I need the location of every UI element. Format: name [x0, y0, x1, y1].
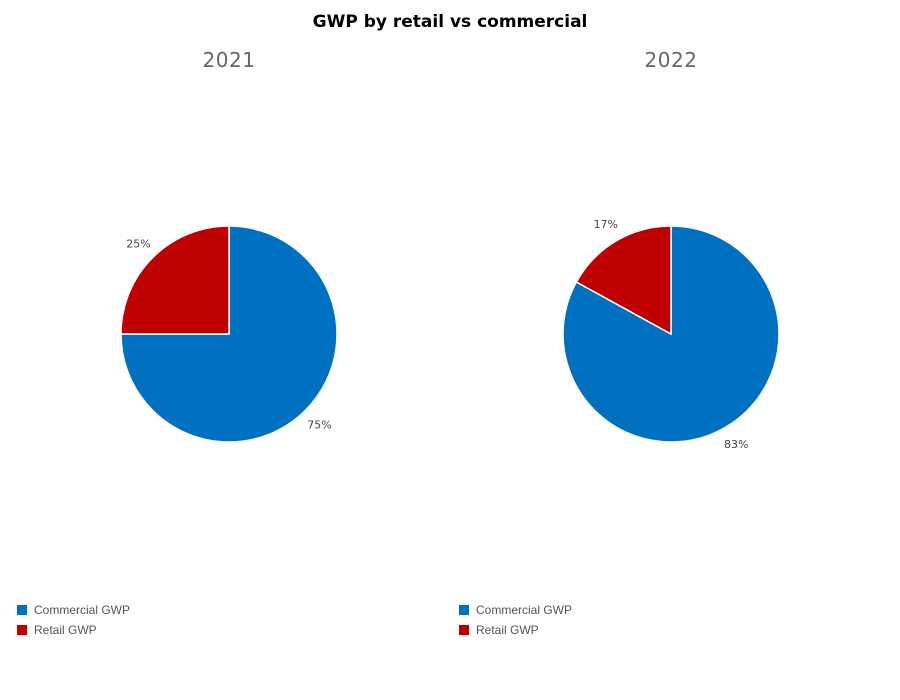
pie-panel-2022: 2022 83% 17% Commercial GWP Retail GWP	[450, 0, 900, 700]
pie-data-label: 83%	[724, 438, 748, 451]
legend-swatch-commercial	[17, 605, 27, 615]
legend-item-commercial: Commercial GWP	[459, 600, 572, 620]
pie-chart-2022: 83% 17%	[562, 218, 780, 451]
pie-data-label: 25%	[126, 238, 150, 251]
legend-item-retail: Retail GWP	[459, 620, 572, 640]
legend-2022: Commercial GWP Retail GWP	[459, 600, 572, 640]
legend-item-commercial: Commercial GWP	[17, 600, 130, 620]
legend-label-commercial: Commercial GWP	[34, 603, 131, 617]
legend-item-retail: Retail GWP	[17, 620, 130, 640]
pie-chart-2021: 75% 25%	[120, 225, 338, 443]
pie-panel-2021: 2021 75% 25% Commercial GWP Retail GWP	[8, 0, 458, 700]
legend-swatch-commercial	[459, 605, 469, 615]
legend-swatch-retail	[17, 625, 27, 635]
legend-label-retail: Retail GWP	[34, 623, 97, 637]
chart-title: GWP by retail vs commercial	[312, 12, 588, 32]
pie-data-label: 75%	[307, 419, 331, 432]
legend-2021: Commercial GWP Retail GWP	[17, 600, 130, 640]
pie-title-2022: 2022	[644, 48, 698, 72]
pie-data-label: 17%	[594, 218, 618, 231]
pie-slice-commercial-gwp	[120, 225, 338, 443]
pie-title-2021: 2021	[202, 48, 256, 72]
pie-slice-retail-gwp	[575, 225, 672, 336]
legend-label-commercial: Commercial GWP	[476, 603, 573, 617]
legend-label-retail: Retail GWP	[476, 623, 539, 637]
legend-swatch-retail	[459, 625, 469, 635]
pie-slice-retail-gwp	[120, 225, 230, 335]
